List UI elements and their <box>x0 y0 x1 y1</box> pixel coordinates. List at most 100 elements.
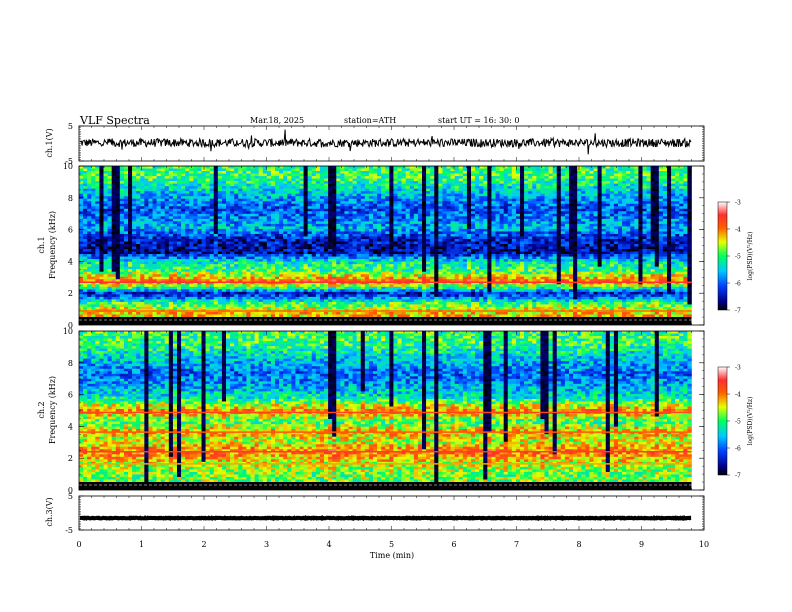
ch1-spectrogram-cell <box>279 231 284 235</box>
ch1-spectrogram-cell <box>356 241 362 245</box>
ch1-spectrogram-cell <box>275 226 280 230</box>
ch1-spectrogram-cell <box>613 176 619 179</box>
ch1-spectrogram-cell <box>336 171 341 174</box>
ch1-spectrogram-cell <box>454 226 460 230</box>
ch1-spectrogram-cell <box>254 176 259 179</box>
ch1-spectrogram-cell <box>552 198 558 202</box>
ch1-spectrogram-cell <box>564 181 570 184</box>
ch1-spectrogram-cell <box>164 226 170 230</box>
ch1-spectrogram-cell <box>140 221 145 225</box>
ch1-spectrogram-cell <box>217 193 223 197</box>
ch1-spectrogram-cell <box>201 181 206 184</box>
ch1-spectrogram-cell <box>140 183 145 187</box>
ch1-spectrogram-cell <box>622 211 627 215</box>
ch1-spectrogram-cell <box>103 191 108 194</box>
ch1-spectrogram-cell <box>662 183 668 187</box>
ch1-spectrogram-cell <box>209 216 215 220</box>
ch1-spectrogram-cell <box>344 231 349 235</box>
ch1-spectrogram-cell <box>230 181 235 184</box>
ch1-spectrogram-cell <box>144 171 149 174</box>
ch1-spectrogram-cell <box>132 216 137 220</box>
ch1-spectrogram-cell <box>397 221 402 225</box>
ch1-spectrogram-cell <box>634 244 639 247</box>
ch1-spectrogram-cell <box>630 228 635 232</box>
ch1-spectrogram-cell <box>622 166 627 169</box>
ch1-spectrogram-cell <box>638 223 643 227</box>
ch1-spectrogram-cell <box>511 221 517 225</box>
ch1-spectrogram-cell <box>168 223 174 227</box>
ch1-spectrogram-cell <box>119 173 125 177</box>
ch1-spectrogram-cell <box>181 196 186 200</box>
ch1-spectrogram-cell <box>417 216 423 220</box>
ch1-spectrogram-cell <box>495 241 500 245</box>
ch1-spectrogram-cell <box>242 223 247 227</box>
ch1-spectrogram-cell <box>671 196 676 200</box>
ch1-spectrogram-cell <box>123 221 129 225</box>
ch1-spectrogram-cell <box>160 236 166 240</box>
ch1-spectrogram-cell <box>589 233 594 237</box>
ch1-spectrogram-cell <box>160 241 166 245</box>
ch1-spectrogram-cell <box>242 218 247 222</box>
ch1-spectrogram-cell <box>164 228 170 232</box>
ch1-spectrogram-cell <box>83 211 88 215</box>
ch1-spectrogram-cell <box>299 201 304 205</box>
ch1-spectrogram-cell <box>654 168 660 172</box>
ch1-spectrogram-cell <box>426 183 431 187</box>
ch1-spectrogram-cell <box>679 206 684 210</box>
ch1-spectrogram-cell <box>389 181 394 184</box>
ch1-spectrogram-cell <box>185 178 190 182</box>
ch1-spectrogram-cell <box>385 188 390 192</box>
ch1-spectrogram-cell <box>466 231 472 235</box>
ch1-spectrogram-cell <box>266 176 272 179</box>
ch1-spectrogram-cell <box>205 213 210 217</box>
ch1-spectrogram-cell <box>524 191 529 194</box>
ch1-spectrogram-cell <box>344 171 349 174</box>
ch1-spectrogram-cell <box>389 228 394 232</box>
ch1-spectrogram-cell <box>217 241 223 245</box>
ch1-spectrogram-cell <box>177 233 182 237</box>
ch1-spectrogram-cell <box>524 238 529 242</box>
ch1-spectrogram-cell <box>103 168 108 172</box>
ch1-spectrogram-cell <box>381 223 386 227</box>
ch1-spectrogram-cell <box>585 196 590 200</box>
ch1-spectrogram-cell <box>405 228 411 232</box>
ch1-spectrogram-cell <box>193 241 198 245</box>
ch1-spectrogram-cell <box>344 206 349 210</box>
ch1-spectrogram-cell <box>401 181 406 184</box>
ch1-spectrogram-cell <box>397 228 402 232</box>
ch1-spectrogram-cell <box>654 176 660 179</box>
ch1-spectrogram-cell <box>295 231 300 235</box>
ch1-spectrogram-cell <box>495 226 500 230</box>
ch1-spectrogram-cell <box>319 241 325 245</box>
ch1-spectrogram-cell <box>430 168 435 172</box>
ch1-spectrogram-cell <box>230 236 235 240</box>
ch1-spectrogram-cell <box>221 186 227 189</box>
ch1-spectrogram-cell <box>536 183 541 187</box>
ch1-spectrogram-cell <box>181 238 186 242</box>
ch1-spectrogram-cell <box>79 211 84 215</box>
ch1-spectrogram-cell <box>328 191 333 194</box>
ch1-spectrogram-cell <box>177 203 182 207</box>
ch1-spectrogram-cell <box>503 188 509 192</box>
ch1-spectrogram-cell <box>458 186 464 189</box>
ch1-spectrogram-cell <box>262 173 268 177</box>
ch1-spectrogram-cell <box>119 211 125 215</box>
ch1-spectrogram-cell <box>344 198 349 202</box>
ch1-spectrogram-cell <box>454 218 460 222</box>
ch1-spectrogram-cell <box>491 193 496 197</box>
ch1-spectrogram-cell <box>524 228 529 232</box>
ch1-spectrogram-cell <box>483 208 488 212</box>
ch1-spectrogram-cell <box>646 236 651 240</box>
ch1-spectrogram-cell <box>597 238 602 242</box>
ch1-spectrogram-cell <box>471 166 476 169</box>
ch1-spectrogram-cell <box>181 183 186 187</box>
ch1-spectrogram-cell <box>205 183 210 187</box>
ch1-spectrogram-cell <box>336 166 341 169</box>
ch1-spectrogram-cell <box>581 183 586 187</box>
ch1-spectrogram-cell <box>662 181 668 184</box>
ch1-spectrogram-cell <box>295 171 300 174</box>
ch1-spectrogram-cell <box>683 231 688 235</box>
ch1-spectrogram-cell <box>315 168 321 172</box>
ch1-spectrogram-cell <box>393 191 398 194</box>
ch1-spectrogram-cell <box>197 223 202 227</box>
